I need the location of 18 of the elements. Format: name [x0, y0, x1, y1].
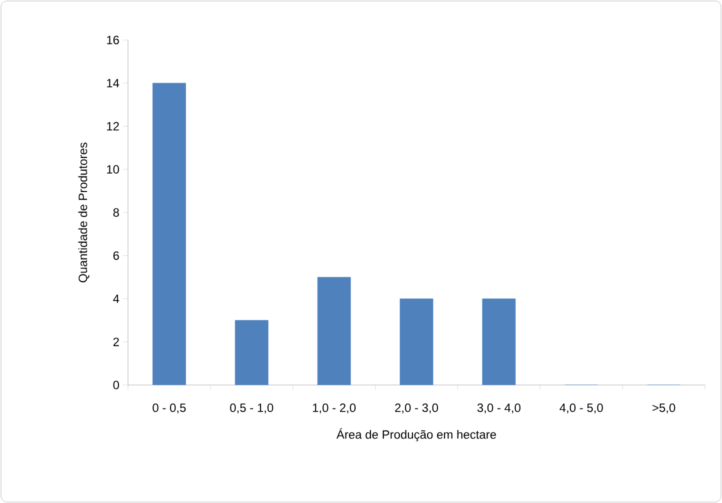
y-tick-label: 0: [113, 380, 120, 390]
x-tick-label: 4,0 - 5,0: [560, 404, 603, 414]
x-tick-label: 0,5 - 1,0: [230, 404, 274, 414]
x-tick-label: 1,0 - 2,0: [312, 404, 356, 414]
y-tick-label: 16: [107, 36, 119, 44]
y-tick-label: 10: [107, 165, 120, 174]
y-tick-label: 12: [107, 122, 119, 130]
x-tick-label: 0 - 0,5: [152, 404, 186, 414]
y-tick-label: 8: [113, 208, 119, 217]
x-axis-title: Área de Produção em hectare: [336, 428, 496, 442]
x-tick-label: 3,0 - 4,0: [477, 404, 520, 414]
x-tick-label: >5,0: [652, 404, 676, 414]
y-tick-label: 4: [113, 294, 120, 303]
x-tick-label: 2,0 - 3,0: [395, 404, 438, 414]
y-tick-label: 2: [113, 338, 119, 346]
y-tick-label: 6: [113, 251, 119, 260]
y-tick-label: 14: [107, 79, 120, 88]
y-axis-title: Quantidade de Produtores: [78, 142, 90, 282]
